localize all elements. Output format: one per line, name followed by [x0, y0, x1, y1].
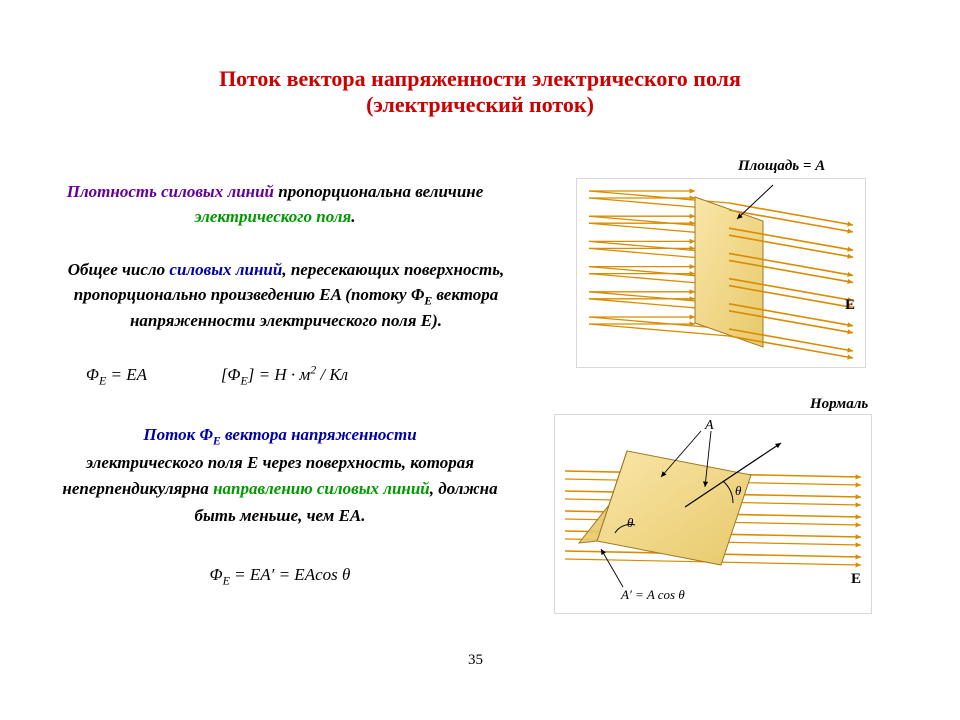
slide-title: Поток вектора напряженности электрическо… — [0, 66, 960, 118]
figure2-normal-label: Нормаль — [810, 396, 868, 413]
paragraph-tilted-flux: Поток ΦE вектора напряженностиэлектричес… — [60, 422, 500, 529]
svg-text:A′ = A cos θ: A′ = A cos θ — [620, 587, 685, 602]
eq1-lhs: ΦE = EA — [86, 365, 147, 384]
title-line-2: (электрический поток) — [0, 92, 960, 118]
figure1-svg: E — [577, 179, 865, 367]
slide: Поток вектора напряженности электрическо… — [0, 0, 960, 720]
title-line-1: Поток вектора напряженности электрическо… — [0, 66, 960, 92]
svg-text:θ: θ — [627, 515, 634, 530]
svg-text:A: A — [704, 418, 714, 433]
figure2-svg: θ θ A A′ = A cos θ E — [555, 415, 871, 613]
svg-text:E: E — [845, 297, 855, 313]
page-number: 35 — [468, 652, 483, 669]
figure1-area-label: Площадь = A — [738, 158, 825, 175]
svg-text:E: E — [851, 571, 861, 587]
eq1-units: [ΦE] = Н · м2 / Кл — [221, 365, 348, 384]
figure-perpendicular-plane: E — [576, 178, 866, 368]
equation-flux-perpendicular: ΦE = EA [ΦE] = Н · м2 / Кл — [86, 362, 506, 388]
figure-tilted-plane: θ θ A A′ = A cos θ E — [554, 414, 872, 614]
paragraph-total-lines: Общее число силовых линий, пересекающих … — [36, 258, 536, 334]
paragraph-density: Плотность силовых линий пропорциональна … — [60, 180, 490, 229]
equation-flux-cos: ΦE = EA′ = EAcos θ — [60, 565, 500, 588]
svg-text:θ: θ — [735, 483, 742, 498]
